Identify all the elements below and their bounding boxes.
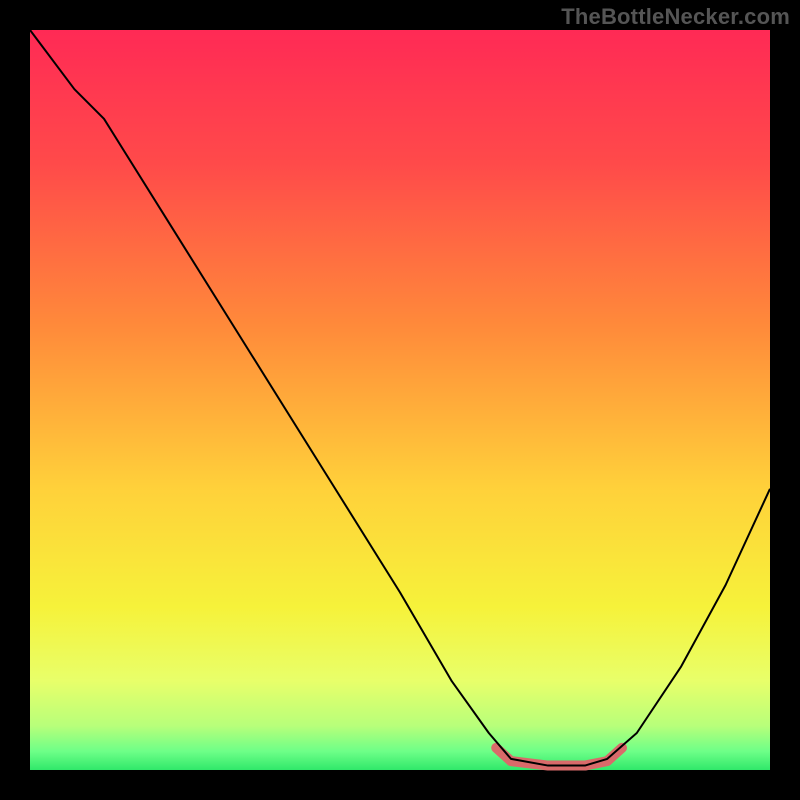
plot-gradient-background [30, 30, 770, 770]
bottleneck-chart [0, 0, 800, 800]
chart-frame: TheBottleNecker.com [0, 0, 800, 800]
watermark-text: TheBottleNecker.com [561, 4, 790, 30]
